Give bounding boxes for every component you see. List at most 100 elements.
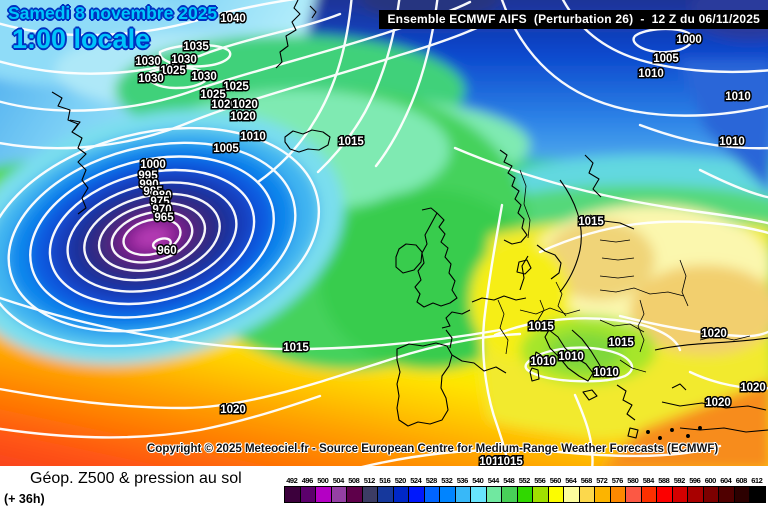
colorbar-swatch bbox=[284, 486, 301, 503]
pressure-label: 1005 bbox=[213, 143, 239, 155]
colorbar-swatch bbox=[718, 486, 735, 503]
pressure-label: 1020 bbox=[705, 397, 731, 409]
colorbar-value: 520 bbox=[394, 476, 407, 485]
pressure-label: 1025 bbox=[160, 65, 186, 77]
pressure-label: 1040 bbox=[220, 13, 246, 25]
pressure-label: 1015 bbox=[608, 337, 634, 349]
coastlines bbox=[51, 0, 768, 440]
colorbar-swatches bbox=[284, 486, 766, 503]
colorbar-swatch bbox=[315, 486, 332, 503]
pressure-label: 1020 bbox=[232, 99, 258, 111]
colorbar: 492 496 500 504 508 512 516 520 524 528 532 536 540 5… bbox=[284, 476, 766, 503]
forecast-lead-label: (+ 36h) bbox=[4, 492, 45, 506]
colorbar-swatch bbox=[485, 486, 502, 503]
pressure-label: 995 bbox=[138, 170, 158, 182]
pressure-label: 1010 bbox=[719, 136, 745, 148]
colorbar-value: 496 bbox=[301, 476, 314, 485]
pressure-label: 1000 bbox=[140, 159, 166, 171]
colorbar-value: 596 bbox=[689, 476, 701, 485]
pressure-label: 1010 bbox=[593, 367, 619, 379]
colorbar-swatch bbox=[671, 486, 688, 503]
pressure-label: 965 bbox=[154, 212, 174, 224]
pressure-label: 1005 bbox=[653, 53, 679, 65]
colorbar-value: 548 bbox=[503, 476, 515, 485]
pressure-label: 1015 bbox=[338, 136, 364, 148]
colorbar-value: 492 bbox=[286, 476, 298, 485]
local-time-label: 1:00 locale bbox=[12, 23, 151, 54]
colorbar-swatch bbox=[299, 486, 316, 503]
pressure-label: 1030 bbox=[138, 73, 164, 85]
colorbar-swatch bbox=[656, 486, 673, 503]
pressure-label: 975 bbox=[150, 196, 170, 208]
pressure-label: 1010 bbox=[240, 131, 266, 143]
colorbar-swatch bbox=[578, 486, 595, 503]
colorbar-swatch bbox=[625, 486, 642, 503]
pressure-label: 1020 bbox=[740, 382, 766, 394]
colorbar-value: 540 bbox=[472, 476, 484, 485]
colorbar-value: 536 bbox=[456, 476, 469, 485]
colorbar-value: 588 bbox=[658, 476, 670, 485]
pressure-label: 1010 bbox=[638, 68, 664, 80]
pressure-label: 1015 bbox=[497, 456, 523, 466]
colorbar-value: 508 bbox=[348, 476, 360, 485]
colorbar-swatch bbox=[361, 486, 378, 503]
colorbar-swatch bbox=[423, 486, 440, 503]
pressure-label: 985 bbox=[143, 186, 163, 198]
pressure-label: 1030 bbox=[135, 56, 161, 68]
colorbar-swatch bbox=[408, 486, 425, 503]
date-label: Samedi 8 novembre 2025 bbox=[8, 3, 218, 23]
colorbar-value: 584 bbox=[642, 476, 655, 485]
pressure-label: 1020 bbox=[220, 404, 246, 416]
colorbar-value: 512 bbox=[363, 476, 376, 485]
pressure-label: 980 bbox=[152, 190, 171, 202]
colorbar-value: 572 bbox=[596, 476, 608, 485]
pressure-label: 990 bbox=[139, 179, 158, 191]
pressure-label: 960 bbox=[157, 245, 176, 257]
colorbar-value: 560 bbox=[549, 476, 562, 485]
colorbar-swatch bbox=[532, 486, 549, 503]
pressure-label: 1020 bbox=[211, 99, 237, 111]
colorbar-value: 532 bbox=[441, 476, 453, 485]
pressure-label: 1025 bbox=[200, 89, 226, 101]
copyright-label: Copyright © 2025 Meteociel.fr - Source E… bbox=[147, 443, 719, 455]
colorbar-value: 600 bbox=[704, 476, 717, 485]
colorbar-swatch bbox=[702, 486, 719, 503]
colorbar-value: 504 bbox=[332, 476, 345, 485]
colorbar-swatch bbox=[377, 486, 394, 503]
pressure-label: 1025 bbox=[223, 81, 249, 93]
colorbar-value: 612 bbox=[751, 476, 763, 485]
map-canvas: 1040 1035 1030 1030 1025 1030 1030 1025 1025 1020… bbox=[0, 0, 768, 466]
pressure-label: 970 bbox=[152, 204, 171, 216]
pressure-label: 1015 bbox=[479, 456, 505, 466]
colorbar-value: 500 bbox=[317, 476, 329, 485]
colorbar-value: 528 bbox=[425, 476, 438, 485]
colorbar-value: 552 bbox=[518, 476, 531, 485]
colorbar-swatch bbox=[594, 486, 611, 503]
colorbar-value: 556 bbox=[534, 476, 546, 485]
pressure-label: 1015 bbox=[578, 216, 604, 228]
colorbar-value: 524 bbox=[410, 476, 422, 485]
footer-panel: Géop. Z500 & pression au sol (+ 36h) 492… bbox=[0, 466, 768, 512]
map-variable-label: Géop. Z500 & pression au sol bbox=[30, 470, 242, 487]
colorbar-swatch bbox=[516, 486, 533, 503]
colorbar-swatch bbox=[470, 486, 487, 503]
model-run-bar: Ensemble ECMWF AIFS (Perturbation 26) - … bbox=[379, 10, 768, 29]
isobar-contour-lines bbox=[0, 0, 768, 466]
colorbar-swatch bbox=[501, 486, 518, 503]
date-overlay: Samedi 8 novembre 2025 1:00 locale bbox=[8, 3, 218, 54]
pressure-label: 1010 bbox=[530, 356, 556, 368]
colorbar-swatch bbox=[346, 486, 363, 503]
colorbar-swatch bbox=[563, 486, 580, 503]
colorbar-swatch bbox=[687, 486, 704, 503]
colorbar-swatch bbox=[330, 486, 347, 503]
colorbar-value: 576 bbox=[611, 476, 624, 485]
colorbar-swatch bbox=[439, 486, 456, 503]
colorbar-value: 516 bbox=[379, 476, 391, 485]
pressure-label: 1020 bbox=[230, 111, 256, 123]
colorbar-swatch bbox=[454, 486, 471, 503]
colorbar-value: 608 bbox=[735, 476, 748, 485]
colorbar-value: 604 bbox=[720, 476, 732, 485]
